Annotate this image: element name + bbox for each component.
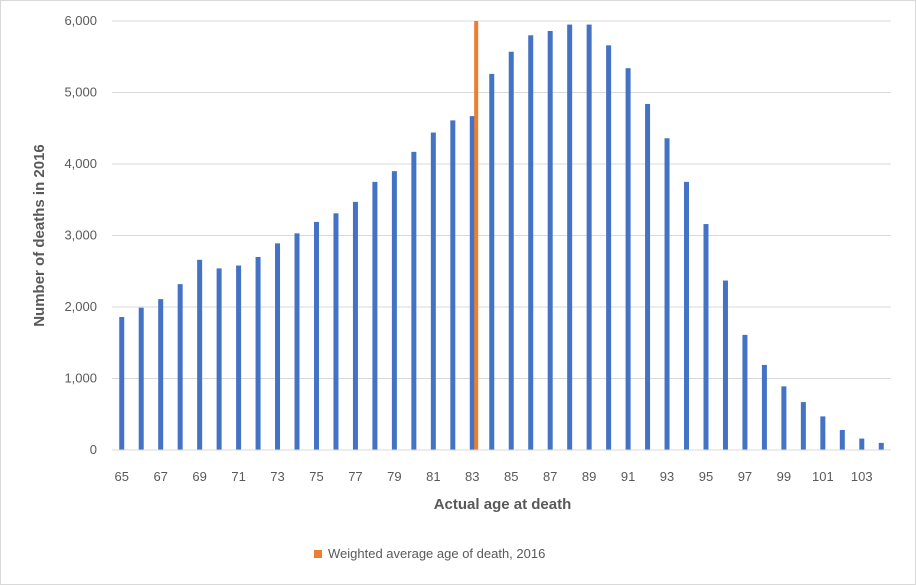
bar xyxy=(586,24,592,450)
x-tick-label: 87 xyxy=(543,469,557,484)
y-tick-label: 1,000 xyxy=(64,371,97,386)
bar xyxy=(216,268,222,450)
bar xyxy=(294,233,300,450)
bar xyxy=(703,224,709,450)
x-axis-title: Actual age at death xyxy=(434,496,572,513)
y-tick-label: 4,000 xyxy=(64,156,97,171)
bar xyxy=(411,151,417,450)
y-tick-label: 2,000 xyxy=(64,299,97,314)
bar xyxy=(859,438,865,450)
x-tick-label: 67 xyxy=(153,469,167,484)
y-tick-label: 0 xyxy=(90,442,97,457)
bar xyxy=(761,364,767,450)
bar xyxy=(333,213,339,450)
x-tick-label: 83 xyxy=(465,469,479,484)
x-tick-label: 89 xyxy=(582,469,596,484)
bar xyxy=(508,51,514,451)
bar xyxy=(469,116,475,450)
x-tick-label: 99 xyxy=(777,469,791,484)
x-tick-label: 85 xyxy=(504,469,518,484)
bar xyxy=(391,171,397,450)
bar xyxy=(352,201,358,450)
x-tick-label: 91 xyxy=(621,469,635,484)
bar xyxy=(450,120,456,450)
x-tick-label: 101 xyxy=(812,469,834,484)
bar xyxy=(236,265,242,450)
bar xyxy=(820,416,826,450)
bar xyxy=(430,132,436,451)
x-tick-label: 77 xyxy=(348,469,362,484)
bar xyxy=(606,45,612,451)
legend-label: Weighted average age of death, 2016 xyxy=(328,546,546,561)
bar xyxy=(722,280,728,450)
x-tick-label: 95 xyxy=(699,469,713,484)
bar xyxy=(839,429,845,450)
bar xyxy=(645,103,651,450)
y-tick-label: 6,000 xyxy=(64,13,97,28)
y-tick-label: 3,000 xyxy=(64,228,97,243)
x-tick-label: 75 xyxy=(309,469,323,484)
bar xyxy=(528,35,534,451)
bar xyxy=(625,68,631,450)
bar xyxy=(684,181,690,450)
bar xyxy=(489,73,495,450)
bar-series xyxy=(119,24,884,451)
x-axis-ticks: 65 67 69 71 73 75 77 79 81 83 85 87 89 91 93 95 97 99 101 1… xyxy=(115,469,873,484)
bar xyxy=(275,243,281,450)
legend-swatch xyxy=(314,549,322,558)
bar xyxy=(800,402,806,450)
bar xyxy=(197,259,203,450)
gridlines xyxy=(112,20,891,379)
y-axis-ticks: 0 1,000 2,000 3,000 4,000 5,000 6,000 xyxy=(64,13,97,457)
x-tick-label: 103 xyxy=(851,469,873,484)
x-tick-label: 65 xyxy=(115,469,129,484)
x-tick-label: 73 xyxy=(270,469,284,484)
bar xyxy=(878,442,884,450)
bar xyxy=(313,221,319,450)
bar xyxy=(138,307,144,450)
x-tick-label: 81 xyxy=(426,469,440,484)
x-tick-label: 79 xyxy=(387,469,401,484)
bar xyxy=(177,284,183,450)
x-tick-label: 97 xyxy=(738,469,752,484)
bar xyxy=(664,138,670,450)
bar xyxy=(742,334,748,450)
x-tick-label: 69 xyxy=(192,469,206,484)
y-axis-title: Number of deaths in 2016 xyxy=(31,144,48,327)
x-tick-label: 71 xyxy=(231,469,245,484)
legend: Weighted average age of death, 2016 xyxy=(314,546,545,561)
x-tick-label: 93 xyxy=(660,469,674,484)
bar xyxy=(119,317,125,450)
bar xyxy=(567,24,573,450)
bar xyxy=(547,31,553,450)
bar xyxy=(158,299,164,450)
y-tick-label: 5,000 xyxy=(64,85,97,100)
bar xyxy=(781,386,787,450)
bar xyxy=(255,256,261,450)
bar xyxy=(372,181,378,450)
